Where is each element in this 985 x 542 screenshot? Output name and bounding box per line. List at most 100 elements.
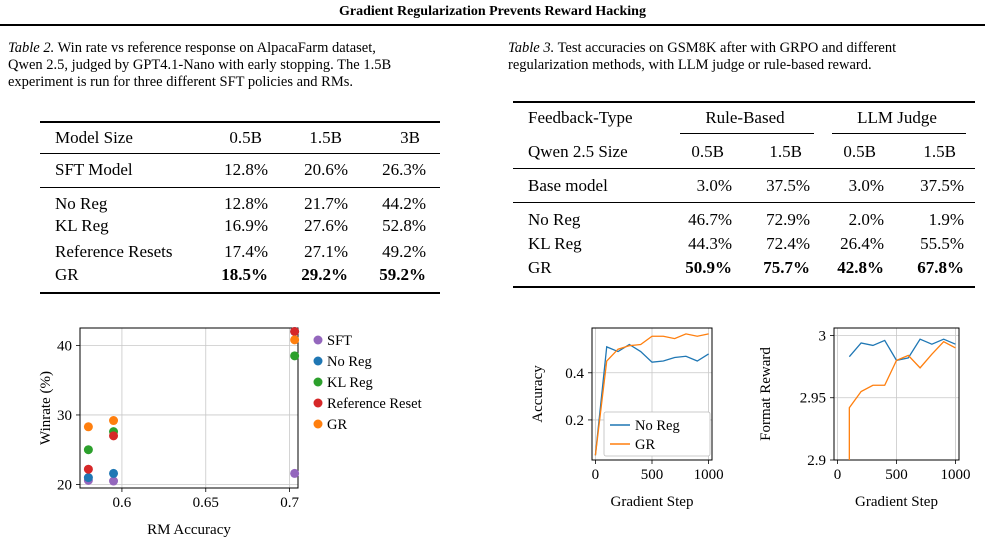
- table2-sft-label: SFT Model: [55, 160, 133, 179]
- table2-row-label: KL Reg: [55, 216, 109, 235]
- plot-frame: [79, 327, 299, 489]
- y-tick-label: 2.95: [800, 391, 826, 407]
- scatter-point: [109, 416, 119, 426]
- y-axis-label: Format Reward: [758, 347, 774, 441]
- legend-label: KL Reg: [327, 375, 373, 391]
- table3-cell: 26.4%: [840, 234, 884, 253]
- legend-label: No Reg: [635, 418, 680, 434]
- table2-cell: 27.1%: [304, 242, 348, 261]
- table3-head-rule: [513, 168, 975, 169]
- x-axis-label: RM Accuracy: [147, 522, 231, 538]
- legend-marker: [313, 335, 323, 345]
- table3-cell: 44.3%: [688, 234, 732, 253]
- table3-subhead: 0.5B: [691, 142, 724, 161]
- y-tick-label: 3: [819, 328, 827, 344]
- scatter-point: [109, 468, 119, 478]
- y-axis-label: Accuracy: [530, 365, 546, 423]
- y-tick-label: 20: [57, 478, 72, 494]
- table3-cell: 37.5%: [766, 176, 810, 195]
- x-tick-label: 0.65: [193, 495, 219, 511]
- table2-head-col2: 1.5B: [309, 128, 342, 147]
- y-tick-label: 30: [57, 408, 72, 424]
- x-tick-label: 500: [885, 467, 908, 483]
- table3-cell: 72.9%: [766, 210, 810, 229]
- table2-cell: 27.6%: [304, 216, 348, 235]
- header-rule: [0, 24, 985, 26]
- x-tick-label: 1000: [694, 467, 724, 483]
- table3-top-rule: [513, 101, 975, 103]
- accuracy-line-chart: 0 500 1000 0.2 0.4 Gradient Step Accuracy No Re…: [530, 327, 724, 510]
- legend-label: Reference Reset: [327, 396, 422, 412]
- table3-caption-text: Test accuracies on GSM8K after with GRPO…: [557, 40, 897, 56]
- x-tick-label: 0.7: [280, 495, 299, 511]
- plot-frame: [591, 327, 713, 461]
- table2-cell: 18.5%: [221, 265, 268, 284]
- table2-caption-line1: Table 2. Win rate vs reference response …: [8, 40, 488, 57]
- table2-cell: 52.8%: [382, 216, 426, 235]
- table2-cell: 44.2%: [382, 194, 426, 213]
- table3-base-label: Base model: [528, 176, 608, 195]
- plot-frame: [833, 327, 960, 461]
- table2-cell: 21.7%: [304, 194, 348, 213]
- page-header: Gradient Regularization Prevents Reward …: [339, 4, 646, 19]
- table3-subhead: 1.5B: [769, 142, 802, 161]
- table2-cell: 12.8%: [224, 194, 268, 213]
- table2-caption-text: Win rate vs reference response on Alpaca…: [57, 40, 376, 56]
- table2-caption: Table 2. Win rate vs reference response …: [8, 40, 488, 91]
- table2-top-rule: [40, 121, 440, 123]
- table3-cell: 46.7%: [688, 210, 732, 229]
- table3-cell: 50.9%: [685, 258, 732, 277]
- table3-cell: 3.0%: [848, 176, 884, 195]
- table3-subhead: 1.5B: [923, 142, 956, 161]
- table2-head-label: Model Size: [55, 128, 133, 147]
- legend-label: No Reg: [327, 354, 372, 370]
- table3-cell: 1.9%: [928, 210, 964, 229]
- table3-group-llm-judge: LLM Judge: [857, 108, 937, 127]
- table3-cell: 55.5%: [920, 234, 964, 253]
- y-tick-label: 2.9: [807, 453, 826, 469]
- table3-cell: 42.8%: [837, 258, 884, 277]
- x-tick-label: 1000: [940, 467, 970, 483]
- series-line: [594, 333, 709, 456]
- table2-sft-rule: [40, 187, 440, 188]
- table2-head-col1: 0.5B: [229, 128, 262, 147]
- format-reward-line-chart: 0 500 1000 2.9 2.95 3 Gradient Step Format Rewa…: [758, 327, 970, 510]
- y-tick-label: 0.2: [565, 413, 584, 429]
- table2-head-rule: [40, 153, 440, 154]
- scatter-point: [290, 335, 300, 345]
- table3-cell: 3.0%: [696, 176, 732, 195]
- scatter-point: [290, 326, 300, 336]
- table2-row-label: Reference Resets: [55, 242, 173, 261]
- table2-bottom-rule: [40, 292, 440, 294]
- scatter-point: [83, 445, 93, 455]
- table3-cell: 2.0%: [848, 210, 884, 229]
- table3-caption: Table 3. Test accuracies on GSM8K after …: [508, 40, 983, 74]
- series-line: [594, 343, 709, 456]
- table3-label: Table 3.: [508, 40, 555, 56]
- table2-cell: 49.2%: [382, 242, 426, 261]
- legend-marker: [313, 356, 323, 366]
- table3-row-label: KL Reg: [528, 234, 582, 253]
- table2-sft-col1: 12.8%: [224, 160, 268, 179]
- y-tick-label: 0.4: [565, 366, 584, 382]
- series-line: [848, 340, 956, 460]
- table3-row-label: GR: [528, 258, 552, 277]
- table2-sft-col3: 26.3%: [382, 160, 426, 179]
- table3-group-underline: [680, 133, 814, 134]
- table2-row-label: No Reg: [55, 194, 108, 213]
- legend-marker: [313, 419, 323, 429]
- legend-marker: [313, 377, 323, 387]
- table3-cell: 67.8%: [917, 258, 964, 277]
- table2-sft-col2: 20.6%: [304, 160, 348, 179]
- scatter-point: [109, 431, 119, 441]
- x-axis-label: Gradient Step: [855, 494, 938, 510]
- scatter-point: [83, 473, 93, 483]
- table2-cell: 16.9%: [224, 216, 268, 235]
- table3-base-rule: [513, 202, 975, 203]
- series-line: [848, 338, 956, 362]
- table3-subhead: 0.5B: [843, 142, 876, 161]
- legend-marker: [313, 398, 323, 408]
- x-tick-label: 0.6: [113, 495, 132, 511]
- y-tick-label: 40: [57, 338, 72, 354]
- table2-cell: 17.4%: [224, 242, 268, 261]
